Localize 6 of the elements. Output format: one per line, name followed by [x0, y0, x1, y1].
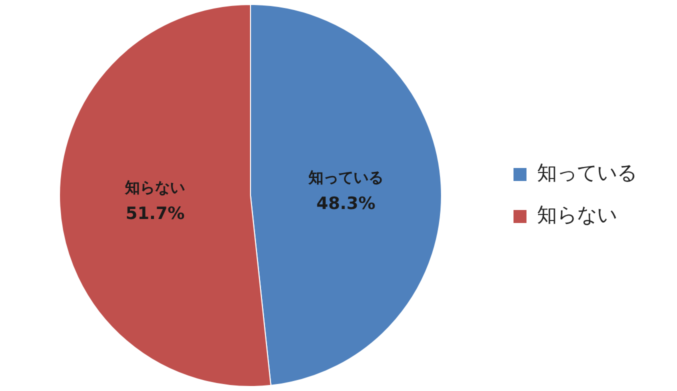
data-label: 48.3% [316, 194, 376, 214]
data-label: 51.7% [126, 204, 185, 224]
slice-label: 知らない [124, 178, 186, 196]
legend-label: 知っている [537, 160, 637, 185]
slice-label: 知っている [307, 168, 384, 186]
legend-label: 知らない [537, 202, 617, 227]
